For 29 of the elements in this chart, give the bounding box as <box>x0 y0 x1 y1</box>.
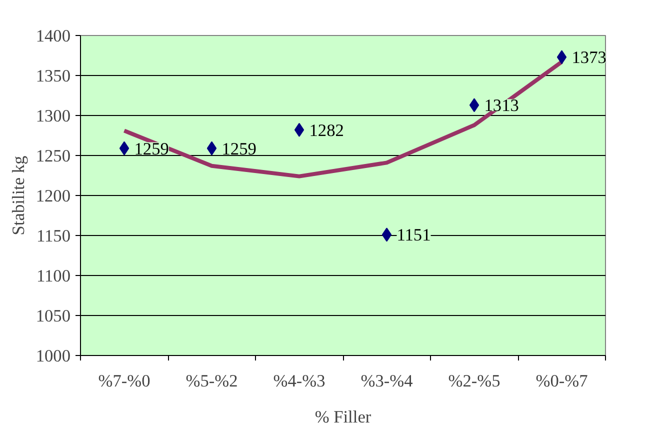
y-tick-label: 1050 <box>36 306 70 326</box>
y-tick-label: 1200 <box>36 186 70 206</box>
y-tick-label: 1300 <box>36 106 70 126</box>
y-tick-label: 1000 <box>36 346 70 366</box>
y-tick-label: 1250 <box>36 146 70 166</box>
point <box>382 228 392 242</box>
x-axis-title: % Filler <box>314 408 372 426</box>
data-label: 1282 <box>309 120 344 140</box>
data-label: 1259 <box>222 139 256 158</box>
point <box>119 141 130 156</box>
x-tick-label: %2-%5 <box>448 372 500 390</box>
x-tick-label: %4-%3 <box>273 372 326 390</box>
x-tick-label: %3-%4 <box>360 372 414 390</box>
point <box>469 98 480 112</box>
x-tick-label: %5-%2 <box>186 372 238 390</box>
y-tick-label: 1400 <box>36 26 70 46</box>
x-tick-label: %7-%0 <box>98 372 150 390</box>
y-axis-title: Stabilite kg <box>8 155 28 236</box>
point <box>206 141 217 156</box>
y-tick-label: 1350 <box>36 66 70 86</box>
data-label: 1259 <box>134 139 169 158</box>
data-label: 1373 <box>572 48 606 68</box>
point <box>294 122 304 137</box>
point <box>556 50 567 64</box>
data-label: 1151 <box>396 226 431 245</box>
y-tick-label: 1150 <box>36 226 70 246</box>
data-label: 1313 <box>484 96 519 116</box>
x-tick-label: %0-%7 <box>536 372 588 390</box>
y-tick-label: 1100 <box>36 266 70 286</box>
